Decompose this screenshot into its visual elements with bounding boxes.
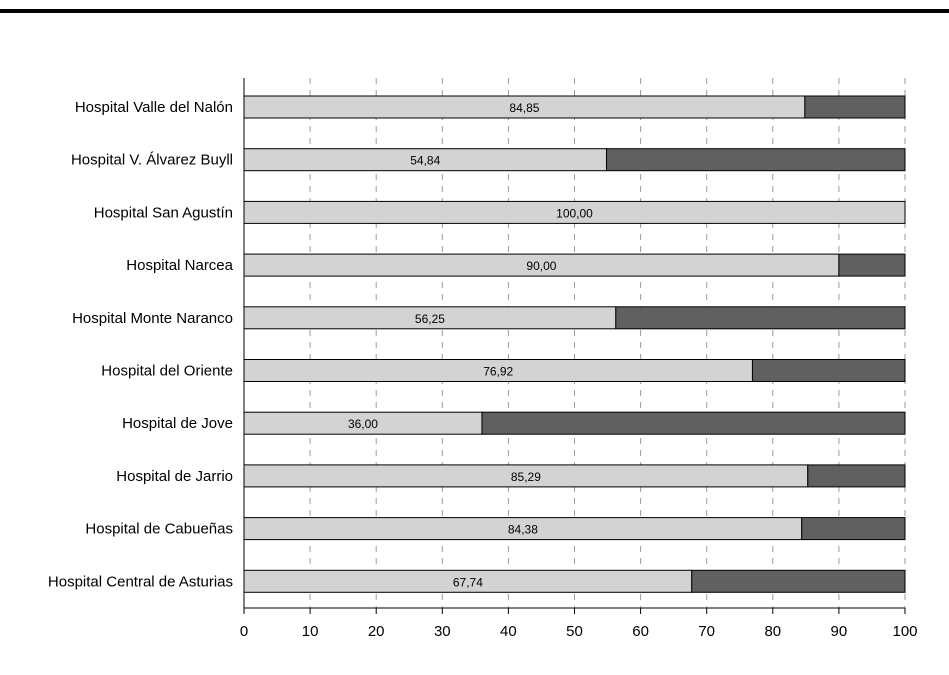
category-label: Hospital de Jove — [122, 415, 233, 432]
bar-segment-secondary — [838, 253, 906, 277]
category-label: Hospital Narcea — [126, 257, 233, 274]
data-label: 84,85 — [509, 101, 539, 115]
category-label: Hospital Monte Naranco — [72, 310, 233, 327]
x-tick-label: 90 — [831, 623, 848, 640]
category-label: Hospital Central de Asturias — [48, 573, 233, 590]
x-tick-label: 0 — [240, 623, 248, 640]
bar-segment-secondary — [481, 411, 906, 435]
bar-segment-secondary — [807, 464, 906, 488]
data-label: 100,00 — [556, 206, 593, 220]
category-label: Hospital V. Álvarez Buyll — [71, 152, 233, 169]
data-label: 85,29 — [511, 470, 541, 484]
data-label: 90,00 — [526, 259, 556, 273]
x-tick-label: 80 — [764, 623, 781, 640]
category-label: Hospital de Cabueñas — [85, 521, 233, 538]
x-tick-label: 50 — [566, 623, 583, 640]
data-label: 36,00 — [348, 417, 378, 431]
x-tick-label: 40 — [500, 623, 517, 640]
bar-segment-secondary — [801, 517, 906, 541]
category-label: Hospital San Agustín — [94, 204, 233, 221]
bars: 84,85 54,84 100,00 90,00 56,25 76,92 36,00 85,2… — [243, 95, 906, 593]
data-label: 54,84 — [410, 154, 440, 168]
x-tick-label: 70 — [698, 623, 715, 640]
category-labels: Hospital Valle del Nalón Hospital V. Álva… — [48, 99, 234, 590]
x-tick-label: 20 — [368, 623, 385, 640]
x-tick-label: 30 — [434, 623, 451, 640]
bar-segment-secondary — [804, 95, 906, 119]
data-label: 84,38 — [508, 523, 538, 537]
bar-segment-secondary — [751, 359, 906, 382]
top-divider-line — [0, 9, 949, 13]
x-axis-ticks: 0 10 20 30 40 50 60 70 80 90 100 — [240, 608, 918, 640]
category-label: Hospital de Jarrio — [116, 468, 233, 485]
x-tick-label: 100 — [892, 623, 917, 640]
category-label: Hospital del Oriente — [101, 363, 233, 380]
bar-segment-secondary — [605, 148, 906, 172]
data-label: 67,74 — [453, 575, 483, 589]
data-label: 76,92 — [483, 365, 513, 379]
bar-segment-secondary — [691, 569, 906, 593]
bar-segment-secondary — [615, 306, 906, 330]
x-tick-label: 10 — [302, 623, 319, 640]
category-label: Hospital Valle del Nalón — [75, 99, 233, 116]
x-tick-label: 60 — [632, 623, 649, 640]
data-label: 56,25 — [415, 312, 445, 326]
